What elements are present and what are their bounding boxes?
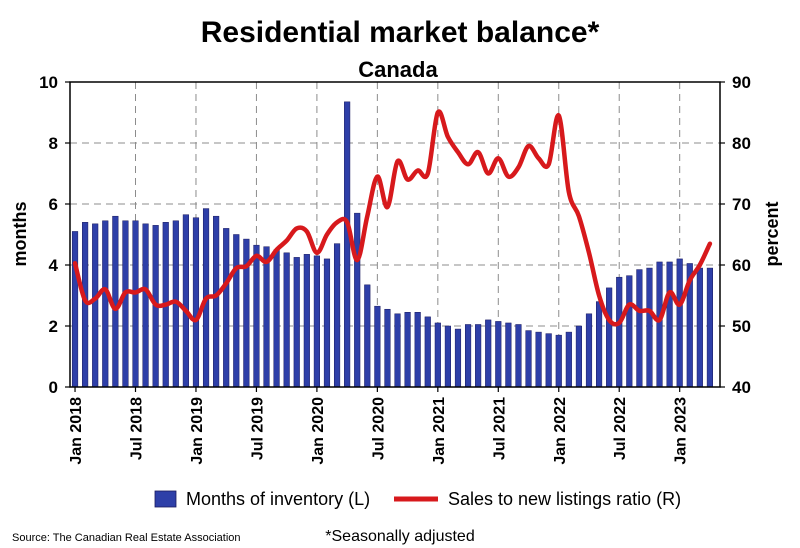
inventory-bar bbox=[233, 235, 239, 388]
inventory-bar bbox=[395, 314, 401, 387]
y-right-tick-label: 70 bbox=[732, 195, 751, 214]
inventory-bar bbox=[707, 268, 713, 387]
x-tick-label: Jul 2020 bbox=[370, 397, 387, 460]
inventory-bar bbox=[435, 323, 441, 387]
inventory-bar bbox=[626, 276, 632, 387]
inventory-bar bbox=[213, 216, 219, 387]
inventory-bar bbox=[405, 312, 411, 387]
inventory-bar bbox=[274, 250, 280, 387]
inventory-bar bbox=[445, 326, 451, 387]
inventory-bar bbox=[546, 334, 552, 387]
inventory-bar bbox=[425, 317, 431, 387]
inventory-bar bbox=[223, 228, 229, 387]
inventory-bar bbox=[123, 221, 129, 387]
y-axis-right-label: percent bbox=[762, 201, 782, 266]
chart-title: Residential market balance* bbox=[201, 16, 600, 49]
y-right-tick-label: 40 bbox=[732, 378, 751, 397]
inventory-bar bbox=[344, 102, 350, 387]
inventory-bar bbox=[102, 221, 108, 387]
inventory-bar bbox=[616, 277, 622, 387]
inventory-bar bbox=[647, 268, 653, 387]
inventory-bar bbox=[334, 244, 340, 387]
inventory-bar bbox=[264, 247, 270, 387]
inventory-bar bbox=[485, 320, 491, 387]
x-tick-label: Jan 2022 bbox=[552, 397, 569, 465]
inventory-bar bbox=[566, 332, 572, 387]
inventory-bar bbox=[304, 254, 310, 387]
inventory-bar bbox=[143, 224, 149, 387]
x-tick-label: Jan 2020 bbox=[310, 397, 327, 465]
x-tick-label: Jan 2019 bbox=[189, 397, 206, 465]
inventory-bar bbox=[314, 256, 320, 387]
inventory-bar bbox=[254, 245, 260, 387]
inventory-bar bbox=[697, 268, 703, 387]
legend-swatch-inventory bbox=[155, 491, 176, 507]
inventory-bar bbox=[133, 221, 139, 387]
inventory-bars bbox=[72, 102, 713, 387]
x-tick-label: Jan 2021 bbox=[431, 397, 448, 465]
inventory-bar bbox=[516, 324, 522, 387]
inventory-bar bbox=[193, 218, 199, 387]
x-tick-label: Jul 2021 bbox=[491, 397, 508, 460]
x-tick-label: Jan 2023 bbox=[673, 397, 690, 465]
x-tick-label: Jul 2018 bbox=[129, 397, 146, 460]
inventory-bar bbox=[657, 262, 663, 387]
inventory-bar bbox=[637, 270, 643, 387]
inventory-bar bbox=[385, 309, 391, 387]
y-right-tick-label: 80 bbox=[732, 134, 751, 153]
inventory-bar bbox=[183, 215, 189, 387]
y-left-tick-label: 4 bbox=[49, 256, 59, 275]
inventory-bar bbox=[284, 253, 290, 387]
y-axis-left-label: months bbox=[10, 202, 30, 267]
y-right-tick-label: 60 bbox=[732, 256, 751, 275]
source-note: Source: The Canadian Real Estate Associa… bbox=[12, 532, 241, 544]
y-right-tick-label: 50 bbox=[732, 317, 751, 336]
y-left-tick-label: 6 bbox=[49, 195, 58, 214]
inventory-bar bbox=[324, 259, 330, 387]
inventory-bar bbox=[526, 331, 532, 387]
y-left-tick-label: 2 bbox=[49, 317, 58, 336]
inventory-bar bbox=[415, 312, 421, 387]
inventory-bar bbox=[556, 335, 562, 387]
y-left-tick-label: 0 bbox=[49, 378, 58, 397]
inventory-bar bbox=[375, 306, 381, 387]
legend: Months of inventory (L) Sales to new lis… bbox=[155, 489, 681, 509]
inventory-bar bbox=[465, 324, 471, 387]
inventory-bar bbox=[506, 323, 512, 387]
inventory-bar bbox=[354, 213, 360, 387]
inventory-bar bbox=[677, 259, 683, 387]
inventory-bar bbox=[606, 288, 612, 387]
x-tick-label: Jul 2022 bbox=[612, 397, 629, 460]
inventory-bar bbox=[72, 231, 78, 387]
legend-label-ratio: Sales to new listings ratio (R) bbox=[448, 489, 681, 509]
inventory-bar bbox=[667, 262, 673, 387]
y-right-tick-label: 90 bbox=[732, 73, 751, 92]
inventory-bar bbox=[475, 324, 481, 387]
inventory-bar bbox=[294, 257, 300, 387]
inventory-bar bbox=[596, 302, 602, 387]
y-left-tick-label: 8 bbox=[49, 134, 58, 153]
x-tick-label: Jul 2019 bbox=[249, 397, 266, 460]
chart-subtitle: Canada bbox=[358, 57, 438, 82]
inventory-bar bbox=[586, 314, 592, 387]
inventory-bar bbox=[576, 326, 582, 387]
inventory-bar bbox=[536, 332, 542, 387]
x-tick-label: Jan 2018 bbox=[68, 397, 85, 465]
legend-label-inventory: Months of inventory (L) bbox=[186, 489, 370, 509]
y-left-tick-label: 10 bbox=[39, 73, 58, 92]
inventory-bar bbox=[455, 329, 461, 387]
inventory-bar bbox=[364, 285, 370, 387]
inventory-bar bbox=[92, 224, 98, 387]
inventory-bar bbox=[495, 321, 501, 387]
footnote: *Seasonally adjusted bbox=[325, 528, 474, 545]
